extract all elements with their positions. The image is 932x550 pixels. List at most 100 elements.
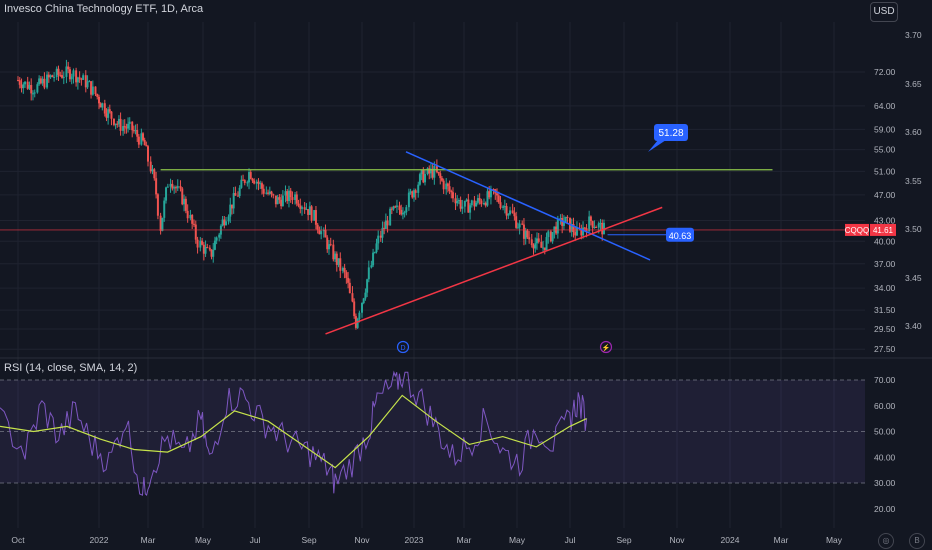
candle-body [191, 214, 194, 224]
candle-body [439, 173, 442, 179]
candle-body [521, 223, 524, 225]
candle-body [327, 244, 330, 250]
candle-body [259, 183, 262, 185]
candle-body [116, 123, 119, 125]
candle-body [155, 178, 158, 195]
candle-body [234, 193, 237, 196]
time-tick-label: 2023 [405, 535, 424, 545]
time-tick-label: 2022 [90, 535, 109, 545]
candle-body [535, 238, 538, 244]
candle-body [59, 74, 62, 76]
time-tick-label: May [826, 535, 843, 545]
candle-body [526, 230, 529, 238]
candle-body [299, 205, 302, 209]
candle-body [561, 218, 564, 226]
candle-body [276, 197, 279, 205]
last-price-tag-box [870, 223, 896, 236]
price-tick-label: 55.00 [874, 145, 896, 155]
calendar-icon[interactable]: ◎ [878, 533, 894, 549]
candle-body [274, 195, 277, 205]
candle-body [112, 118, 115, 125]
candle-body [33, 92, 36, 94]
candle-body [556, 218, 559, 234]
candle-body [196, 239, 199, 248]
candle-body [173, 187, 176, 189]
candle-body [242, 179, 245, 181]
candle-body [395, 205, 398, 208]
candle-body [142, 133, 145, 141]
price-tick-label: 31.50 [874, 305, 896, 315]
settings-icon[interactable]: B [909, 533, 925, 549]
candle-body [457, 200, 460, 202]
candle-body [46, 74, 49, 88]
candle-body [358, 312, 361, 319]
candle-body [303, 207, 306, 210]
last-price-tag: 41.61 [873, 226, 894, 235]
candle-body [407, 192, 410, 208]
candle-body [379, 235, 382, 238]
candle-body [229, 204, 232, 217]
candle-body [230, 204, 233, 209]
candle-body [166, 186, 169, 188]
candle-body [47, 74, 50, 78]
candle-body [497, 195, 500, 203]
candles [17, 59, 605, 330]
price-tick-label: 40.00 [874, 236, 896, 246]
candle-body [70, 76, 73, 80]
candle-body [375, 243, 378, 253]
candle-body [361, 303, 363, 313]
time-tick-label: May [195, 535, 212, 545]
candle-body [125, 127, 128, 129]
candle-body [492, 189, 495, 191]
candle-body [403, 212, 406, 214]
candle-body [94, 86, 97, 95]
candle-body [413, 190, 415, 198]
candle-body [132, 130, 135, 132]
price-tick-label: 29.50 [874, 324, 896, 334]
candle-body [386, 220, 389, 226]
candle-body [246, 182, 249, 184]
rsi-pane [0, 370, 865, 497]
candle-body [117, 118, 120, 124]
candle-body [351, 293, 354, 302]
candle-body [543, 247, 546, 251]
candle-body [534, 243, 537, 249]
candle-body [451, 192, 454, 199]
candle-body [206, 247, 209, 249]
candle-body [488, 191, 491, 198]
time-tick-label: Nov [669, 535, 685, 545]
candle-body [469, 205, 472, 213]
candle-body [473, 200, 476, 207]
candle-body [559, 218, 562, 220]
candle-body [289, 190, 292, 198]
candle-body [232, 193, 235, 209]
candle-body [482, 203, 485, 205]
resistance-pointer [648, 140, 666, 152]
currency-button[interactable]: USD [870, 2, 898, 22]
candle-body [255, 181, 258, 184]
candle-body [370, 265, 373, 268]
candle-body [305, 209, 308, 211]
candle-body [192, 223, 195, 225]
candle-body [291, 197, 294, 200]
candle-body [337, 258, 340, 265]
candle-body [270, 191, 273, 195]
candle-body [547, 231, 550, 238]
rsi-band [0, 380, 865, 483]
candle-body [502, 206, 505, 208]
candle-body [238, 187, 241, 196]
candle-body [91, 86, 94, 95]
rsi-ma-line [0, 394, 587, 469]
time-tick-label: May [509, 535, 526, 545]
candle-body [278, 197, 281, 200]
candle-body [405, 207, 408, 213]
downtrend-line [405, 151, 651, 261]
rsi-tick-label: 30.00 [874, 478, 896, 488]
candle-body [335, 253, 338, 265]
candle-body [161, 217, 164, 231]
price-tick-label: 37.00 [874, 259, 896, 269]
grid [0, 22, 932, 528]
candle-body [18, 80, 21, 85]
